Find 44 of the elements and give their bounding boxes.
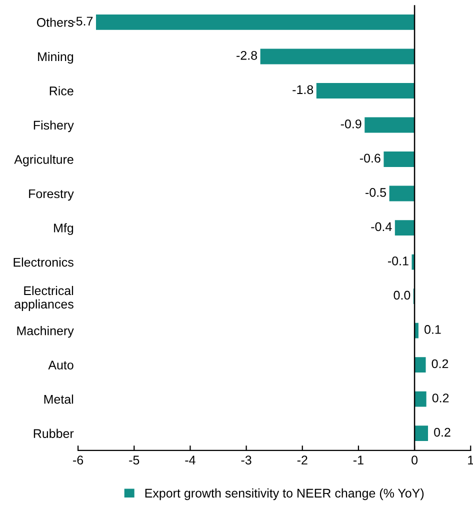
bar (364, 117, 415, 133)
y-tick-label: Mfg (54, 223, 74, 235)
y-tick-label: Metal (44, 394, 74, 404)
y-tick-label: Rubber (34, 428, 74, 438)
data-label: 0.2 (434, 428, 450, 437)
bar (96, 14, 415, 30)
x-tick-label: -5 (129, 456, 140, 465)
y-tick-label: Fishery (34, 120, 74, 132)
data-label: 0.2 (432, 394, 449, 402)
legend-label: Export growth sensitivity to NEER change (% YoY) (145, 488, 424, 500)
x-tick-label: -1 (353, 456, 364, 464)
y-tick-label: Auto (48, 360, 74, 370)
x-tick-label: 0 (412, 456, 418, 465)
bar (384, 152, 415, 167)
bar (260, 48, 415, 64)
data-label: -0.9 (340, 120, 362, 128)
y-tick-label: Forestry (29, 189, 74, 201)
y-tick-label: Mining (38, 52, 74, 64)
data-label: -0.5 (366, 188, 386, 197)
data-label: 0.2 (432, 359, 448, 368)
bar (316, 83, 415, 98)
data-label: -0.4 (371, 222, 392, 232)
y-tick-label: Electronics (14, 258, 74, 267)
x-tick-label: -6 (73, 456, 84, 465)
y-tick-label: Electrical appliances (14, 286, 74, 312)
x-tick-label: -4 (185, 456, 196, 464)
y-tick-label: Machinery (17, 326, 74, 338)
y-tick-label: Agriculture (14, 154, 74, 166)
data-label: 0.1 (424, 325, 441, 334)
data-label: 0.0 (394, 290, 410, 300)
data-label: -2.8 (236, 50, 257, 60)
data-label: -5.7 (72, 16, 93, 26)
y-tick-label: Rice (50, 86, 74, 96)
bar (389, 186, 415, 202)
bar (414, 391, 426, 407)
x-tick-label: -3 (241, 456, 252, 465)
data-label: -0.6 (360, 154, 380, 163)
bar (414, 426, 428, 442)
x-tick-label: -2 (297, 456, 308, 464)
y-tick-label: Others (36, 18, 74, 27)
data-label: -1.8 (292, 85, 314, 94)
bar (414, 357, 426, 373)
bar (394, 220, 415, 236)
data-label: -0.1 (388, 256, 408, 266)
